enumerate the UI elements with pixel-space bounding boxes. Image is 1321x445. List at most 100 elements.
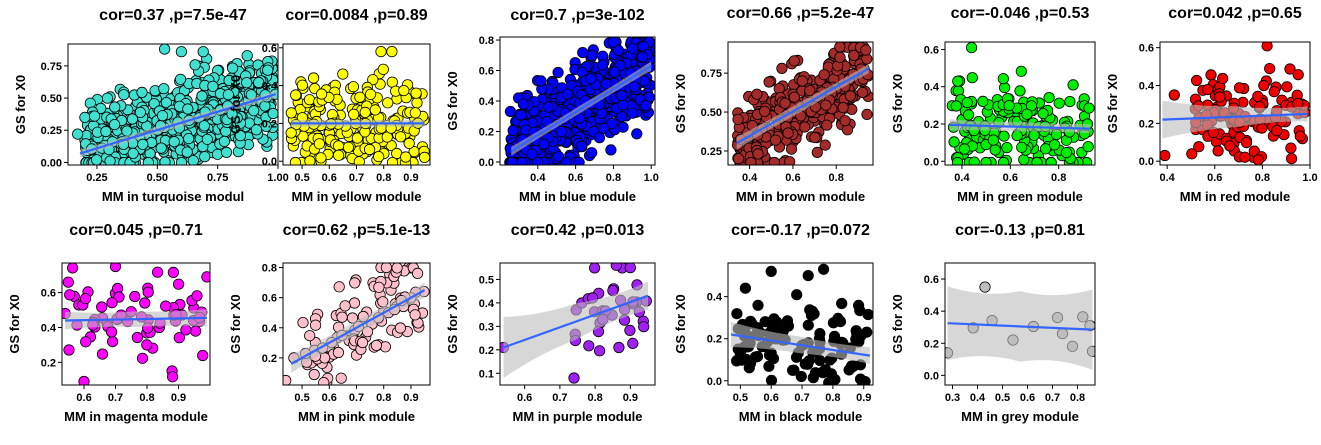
data-point (752, 299, 764, 311)
data-point (409, 107, 421, 119)
x-tick-label: 0.50 (147, 172, 168, 184)
y-axis-label: GS for X0 (1105, 74, 1120, 133)
data-point (297, 316, 309, 329)
y-tick-label: 0.2 (262, 118, 277, 130)
y-tick-label: 0.75 (41, 61, 62, 73)
y-tick-label: 0.4 (41, 322, 57, 334)
regression-line (503, 294, 649, 349)
data-point (593, 345, 606, 357)
data-point (89, 110, 101, 122)
data-point (67, 263, 79, 274)
panel-title: cor=0.0084 ,p=0.89 (285, 7, 427, 24)
panel-green: 0.4 0.6 0.8 0.0 0.2 0.4 0.6 cor=-0.046 ,p=0.53 M… (890, 5, 1096, 204)
data-point (373, 151, 385, 163)
regression-line (949, 123, 1091, 130)
data-point (411, 267, 424, 279)
plot-area-green (946, 42, 1095, 165)
data-point (636, 51, 649, 63)
data-point (612, 44, 625, 57)
data-point (966, 42, 978, 54)
data-point (96, 348, 109, 360)
data-point (1064, 96, 1076, 108)
data-point (104, 155, 116, 165)
data-point (382, 97, 394, 109)
y-tick-label: 0.25 (41, 125, 62, 137)
data-point (827, 317, 840, 329)
data-point (100, 125, 112, 138)
data-point (1003, 100, 1015, 112)
data-point (180, 324, 192, 336)
data-point (101, 92, 114, 104)
data-point (552, 66, 564, 79)
confidence-band (503, 281, 648, 378)
data-point (542, 101, 555, 113)
data-point (1014, 85, 1026, 97)
x-tick-label: 0.8 (829, 172, 844, 184)
x-tick-label: 0.7 (349, 172, 364, 184)
data-point (818, 69, 830, 81)
data-point (768, 313, 780, 325)
data-point (1212, 145, 1224, 157)
x-tick-label: 0.8 (376, 392, 391, 404)
data-point (979, 281, 991, 293)
data-point (359, 106, 371, 119)
data-point (303, 94, 316, 106)
data-point (1252, 154, 1264, 165)
data-point (197, 349, 209, 362)
data-point (183, 133, 195, 145)
x-tick-label: 0.8 (1051, 172, 1066, 184)
data-point (784, 156, 796, 165)
x-tick-label: 0.6 (517, 392, 532, 404)
data-point (857, 377, 869, 385)
data-point (1160, 149, 1171, 162)
data-point (380, 263, 392, 274)
data-point (1264, 62, 1276, 75)
data-point (779, 97, 791, 109)
panel-black: 0.5 0.6 0.7 0.8 0.9 0.0 0.2 0.4 cor=-0.17 ,p=0.0… (673, 222, 874, 424)
data-point (631, 128, 643, 140)
data-point (168, 136, 180, 148)
x-tick-label: 0.6 (764, 392, 779, 404)
data-point (218, 135, 230, 147)
data-point (400, 151, 412, 163)
data-point (337, 68, 349, 80)
data-point (332, 346, 344, 359)
plot-area-yellow (285, 45, 430, 165)
x-tick-label: 1.0 (644, 172, 659, 184)
data-point (1018, 154, 1030, 165)
data-point (315, 152, 327, 164)
data-point (1261, 42, 1273, 52)
data-point (837, 102, 849, 114)
data-point (363, 143, 376, 156)
data-point (259, 100, 271, 112)
data-point (998, 156, 1010, 165)
data-point (142, 157, 154, 165)
y-axis-label: GS for X0 (445, 71, 460, 130)
data-point (1049, 139, 1061, 151)
data-point (782, 127, 794, 139)
data-point (950, 100, 962, 112)
data-point (182, 103, 194, 115)
data-point (411, 97, 423, 109)
data-point (1067, 79, 1079, 91)
y-axis-label: GS for X0 (890, 294, 905, 353)
data-point (575, 140, 588, 152)
x-tick-label: 0.7 (349, 392, 364, 404)
data-point (1233, 82, 1246, 94)
data-point (1214, 91, 1226, 103)
data-point (369, 104, 381, 116)
x-tick-label: 0.6 (76, 392, 91, 404)
data-point (313, 138, 325, 150)
data-point (809, 131, 821, 144)
panel-yellow: 0.5 0.6 0.7 0.8 0.9 0.0 0.2 0.4 0.6 cor=0.0084 ,p… (228, 7, 431, 204)
data-point (763, 349, 776, 361)
data-point (241, 50, 253, 62)
data-point (1285, 142, 1297, 154)
data-point (628, 81, 641, 93)
data-point (517, 98, 530, 110)
panel-pink: 0.5 0.6 0.7 0.8 0.9 0.2 0.4 0.6 0.8 cor=0.62 ,p=5… (228, 222, 431, 424)
data-point (377, 63, 389, 75)
data-point (109, 263, 122, 273)
data-point (802, 269, 814, 282)
data-point (410, 87, 422, 99)
